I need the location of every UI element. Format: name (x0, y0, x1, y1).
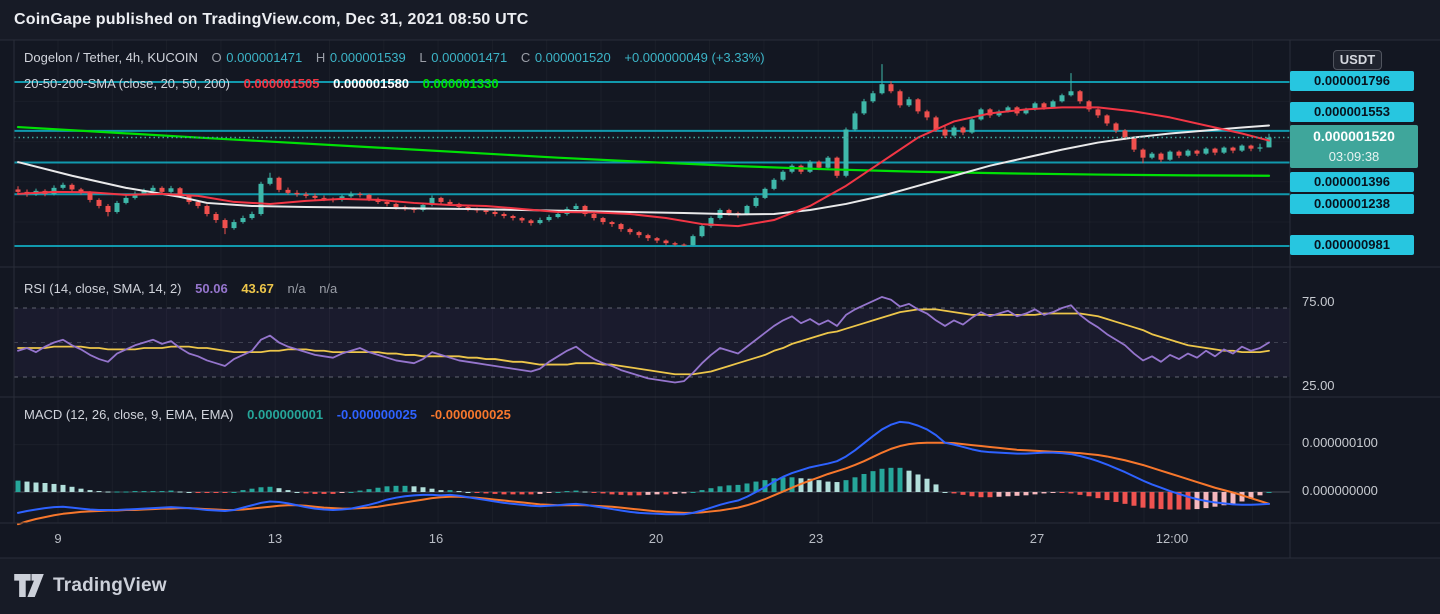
rsi-value: 50.06 (195, 281, 228, 296)
time-label-23[interactable]: 23 (808, 531, 824, 546)
open-value: 0.000001471 (226, 50, 303, 65)
macd-scale-zero[interactable]: 0.000000000 (1302, 483, 1378, 498)
time-label-1200[interactable]: 12:00 (1155, 531, 1189, 546)
time-label-9[interactable]: 9 (54, 531, 62, 546)
open-label: O (211, 50, 222, 65)
time-label-16[interactable]: 16 (428, 531, 444, 546)
rsi-na2: n/a (319, 281, 338, 296)
rsi-scale-upper[interactable]: 75.00 (1302, 294, 1335, 309)
macd-title: MACD (12, 26, close, 9, EMA, EMA) (24, 407, 234, 422)
sma200-value: 0.000001330 (422, 76, 499, 91)
macd-line-value: -0.000000025 (336, 407, 417, 422)
current-price-label: 0.000001520 03:09:38 (1290, 125, 1418, 168)
macd-signal-value: -0.000000025 (430, 407, 511, 422)
change-value: +0.000000049 (+3.33%) (624, 50, 765, 65)
symbol-legend[interactable]: Dogelon / Tether, 4h, KUCOIN O 0.0000014… (24, 50, 769, 65)
macd-hist-value: 0.000000001 (247, 407, 324, 422)
time-label-27[interactable]: 27 (1029, 531, 1045, 546)
low-value: 0.000001471 (431, 50, 508, 65)
time-label-13[interactable]: 13 (267, 531, 283, 546)
close-label: C (520, 50, 531, 65)
sma50-value: 0.000001580 (333, 76, 410, 91)
rsi-scale-lower[interactable]: 25.00 (1302, 378, 1335, 393)
tradingview-logo[interactable]: TradingView (14, 574, 167, 597)
tradingview-logo-text: TradingView (53, 574, 167, 596)
rsi-na1: n/a (287, 281, 306, 296)
tradingview-logo-icon (14, 574, 44, 597)
time-label-20[interactable]: 20 (648, 531, 664, 546)
close-value: 0.000001520 (534, 50, 611, 65)
high-value: 0.000001539 (329, 50, 406, 65)
rsi-ma-value: 43.67 (241, 281, 274, 296)
macd-scale-upper[interactable]: 0.000000100 (1302, 435, 1378, 450)
price-level-label-1553: 0.000001553 (1290, 102, 1414, 122)
attribution-text: CoinGape published on TradingView.com, D… (14, 11, 529, 28)
symbol-title: Dogelon / Tether, 4h, KUCOIN (24, 50, 198, 65)
candle-countdown: 03:09:38 (1328, 149, 1380, 164)
price-level-label-0981: 0.000000981 (1290, 235, 1414, 255)
sma-legend[interactable]: 20-50-200-SMA (close, 20, 50, 200) 0.000… (24, 76, 503, 91)
currency-badge: USDT (1333, 50, 1382, 70)
current-price-value: 0.000001520 (1313, 128, 1395, 144)
sma-title: 20-50-200-SMA (close, 20, 50, 200) (24, 76, 230, 91)
price-level-label-1238: 0.000001238 (1290, 194, 1414, 214)
sma20-value: 0.000001505 (243, 76, 320, 91)
price-level-label-1796: 0.000001796 (1290, 71, 1414, 91)
rsi-title: RSI (14, close, SMA, 14, 2) (24, 281, 182, 296)
high-label: H (315, 50, 326, 65)
macd-legend[interactable]: MACD (12, 26, close, 9, EMA, EMA) 0.0000… (24, 407, 515, 422)
rsi-legend[interactable]: RSI (14, close, SMA, 14, 2) 50.06 43.67 … (24, 281, 341, 296)
price-level-label-1396: 0.000001396 (1290, 172, 1414, 192)
low-label: L (419, 50, 427, 65)
